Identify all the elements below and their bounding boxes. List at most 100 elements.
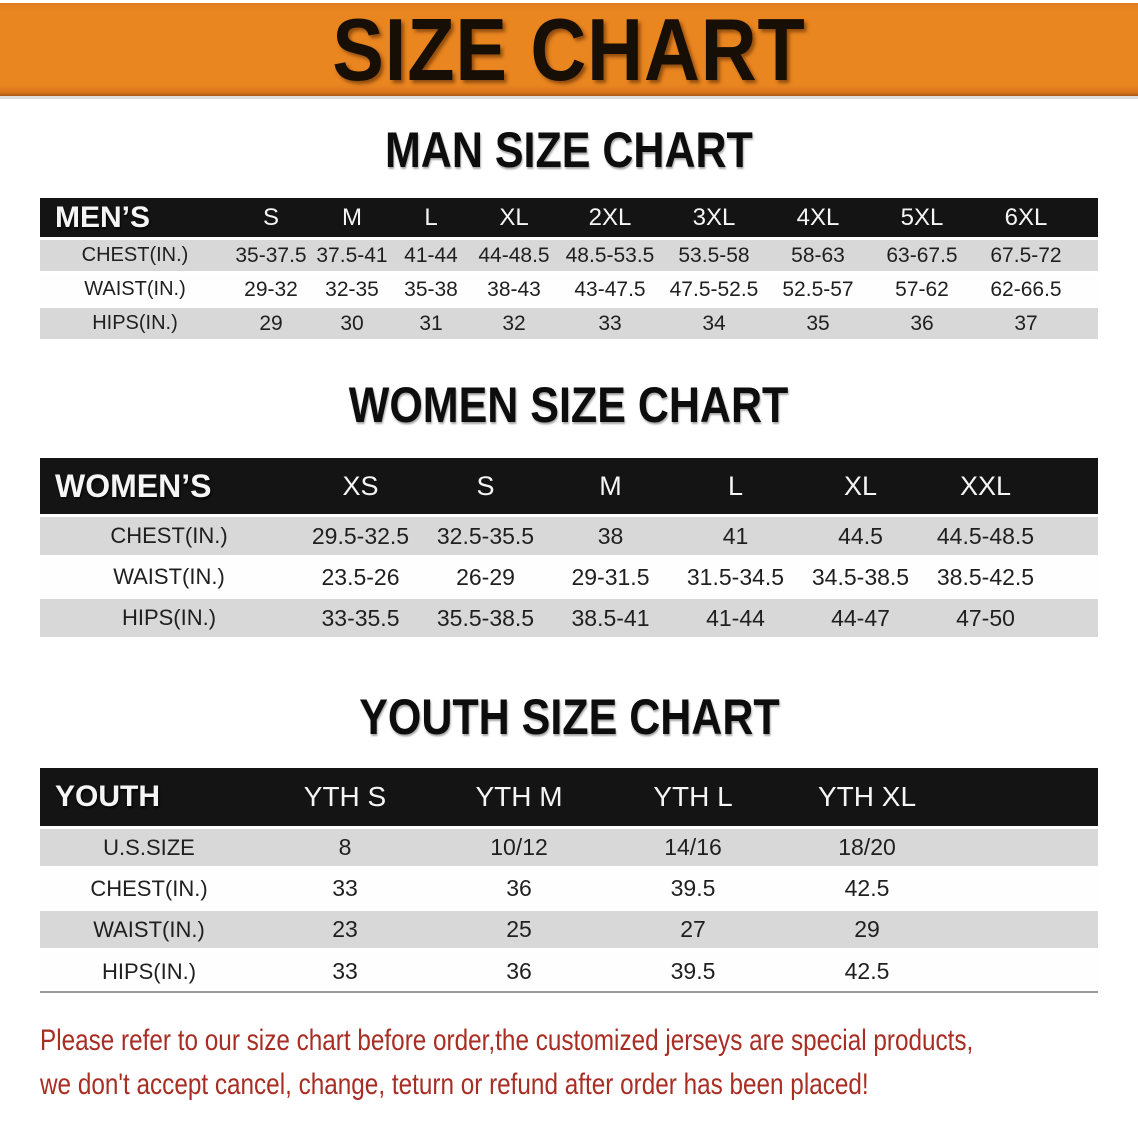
mens-size-header: M <box>312 198 392 240</box>
womens-size-header: XXL <box>923 458 1048 517</box>
womens-size-table: WOMEN’S XS S M L XL XXL CHEST(IN.) 29.5-… <box>40 458 1098 640</box>
table-cell: 18/20 <box>780 829 954 870</box>
table-cell: 39.5 <box>606 870 780 911</box>
womens-waist-row: WAIST(IN.) 23.5-26 26-29 29-31.5 31.5-34… <box>40 558 1098 599</box>
table-cell: 33 <box>558 308 662 342</box>
table-cell: 29-32 <box>230 274 312 308</box>
row-label: U.S.SIZE <box>40 829 258 870</box>
mens-header-spacer <box>1078 198 1098 240</box>
youth-size-table: YOUTH YTH S YTH M YTH L YTH XL U.S.SIZE … <box>40 768 1098 993</box>
mens-size-header: XL <box>470 198 558 240</box>
table-cell-spacer <box>1048 599 1098 640</box>
row-label: HIPS(IN.) <box>40 952 258 993</box>
disclaimer-line-2: we don't accept cancel, change, teturn o… <box>40 1068 869 1101</box>
disclaimer-line-1: Please refer to our size chart before or… <box>40 1024 974 1057</box>
table-cell: 33-35.5 <box>298 599 423 640</box>
table-cell: 42.5 <box>780 870 954 911</box>
womens-chest-row: CHEST(IN.) 29.5-32.5 32.5-35.5 38 41 44.… <box>40 517 1098 558</box>
mens-size-header: L <box>392 198 470 240</box>
row-label: CHEST(IN.) <box>40 870 258 911</box>
youth-header-row: YOUTH YTH S YTH M YTH L YTH XL <box>40 768 1098 829</box>
womens-size-header: L <box>673 458 798 517</box>
mens-group-label: MEN’S <box>40 198 230 240</box>
table-cell-spacer <box>954 952 1098 993</box>
row-label: WAIST(IN.) <box>40 558 298 599</box>
table-cell: 36 <box>432 952 606 993</box>
table-cell: 52.5-57 <box>766 274 870 308</box>
table-cell: 47-50 <box>923 599 1048 640</box>
table-cell: 31 <box>392 308 470 342</box>
womens-size-header: XS <box>298 458 423 517</box>
table-cell: 38 <box>548 517 673 558</box>
man-section-heading: MAN SIZE CHART <box>0 125 1138 175</box>
womens-size-header: S <box>423 458 548 517</box>
womens-group-label: WOMEN’S <box>40 458 298 517</box>
table-cell-spacer <box>954 870 1098 911</box>
row-label: WAIST(IN.) <box>40 274 230 308</box>
table-cell: 29.5-32.5 <box>298 517 423 558</box>
table-cell-spacer <box>954 829 1098 870</box>
table-cell: 37 <box>974 308 1078 342</box>
womens-header-row: WOMEN’S XS S M L XL XXL <box>40 458 1098 517</box>
youth-ussize-row: U.S.SIZE 8 10/12 14/16 18/20 <box>40 829 1098 870</box>
table-cell: 57-62 <box>870 274 974 308</box>
youth-header-spacer <box>954 768 1098 829</box>
table-cell: 41-44 <box>392 240 470 274</box>
size-chart-banner: SIZE CHART <box>0 3 1138 96</box>
row-label: WAIST(IN.) <box>40 911 258 952</box>
table-cell: 47.5-52.5 <box>662 274 766 308</box>
table-cell: 26-29 <box>423 558 548 599</box>
row-label: HIPS(IN.) <box>40 599 298 640</box>
table-cell: 43-47.5 <box>558 274 662 308</box>
table-cell: 58-63 <box>766 240 870 274</box>
mens-size-table: MEN’S S M L XL 2XL 3XL 4XL 5XL 6XL CHEST… <box>40 198 1098 342</box>
table-cell-spacer <box>1078 308 1098 342</box>
youth-chest-row: CHEST(IN.) 33 36 39.5 42.5 <box>40 870 1098 911</box>
table-cell: 48.5-53.5 <box>558 240 662 274</box>
youth-section-heading-text: YOUTH SIZE CHART <box>358 689 780 745</box>
table-cell: 38.5-41 <box>548 599 673 640</box>
table-cell-spacer <box>1078 274 1098 308</box>
table-cell: 44.5-48.5 <box>923 517 1048 558</box>
mens-size-header: 4XL <box>766 198 870 240</box>
mens-waist-row: WAIST(IN.) 29-32 32-35 35-38 38-43 43-47… <box>40 274 1098 308</box>
table-cell: 35.5-38.5 <box>423 599 548 640</box>
mens-size-header: 2XL <box>558 198 662 240</box>
table-cell: 27 <box>606 911 780 952</box>
womens-size-header: XL <box>798 458 923 517</box>
table-cell-spacer <box>1078 240 1098 274</box>
table-cell: 62-66.5 <box>974 274 1078 308</box>
table-cell: 35 <box>766 308 870 342</box>
table-cell: 38.5-42.5 <box>923 558 1048 599</box>
mens-size-header: S <box>230 198 312 240</box>
table-cell: 23 <box>258 911 432 952</box>
table-cell: 29 <box>230 308 312 342</box>
mens-header-row: MEN’S S M L XL 2XL 3XL 4XL 5XL 6XL <box>40 198 1098 240</box>
table-cell: 36 <box>870 308 974 342</box>
mens-size-header: 3XL <box>662 198 766 240</box>
womens-hips-row: HIPS(IN.) 33-35.5 35.5-38.5 38.5-41 41-4… <box>40 599 1098 640</box>
youth-size-header: YTH L <box>606 768 780 829</box>
table-cell: 32.5-35.5 <box>423 517 548 558</box>
table-cell: 35-37.5 <box>230 240 312 274</box>
row-label: CHEST(IN.) <box>40 240 230 274</box>
youth-group-label: YOUTH <box>40 768 258 829</box>
table-cell: 34.5-38.5 <box>798 558 923 599</box>
youth-size-header: YTH S <box>258 768 432 829</box>
table-cell: 8 <box>258 829 432 870</box>
table-cell: 35-38 <box>392 274 470 308</box>
mens-hips-row: HIPS(IN.) 29 30 31 32 33 34 35 36 37 <box>40 308 1098 342</box>
banner-title: SIZE CHART <box>332 0 806 99</box>
youth-size-header: YTH M <box>432 768 606 829</box>
table-cell: 41-44 <box>673 599 798 640</box>
table-cell: 44-48.5 <box>470 240 558 274</box>
table-cell-spacer <box>1048 517 1098 558</box>
table-cell: 53.5-58 <box>662 240 766 274</box>
table-cell: 32-35 <box>312 274 392 308</box>
table-cell-spacer <box>954 911 1098 952</box>
table-cell: 42.5 <box>780 952 954 993</box>
table-cell: 34 <box>662 308 766 342</box>
row-label: HIPS(IN.) <box>40 308 230 342</box>
mens-chest-row: CHEST(IN.) 35-37.5 37.5-41 41-44 44-48.5… <box>40 240 1098 274</box>
table-cell: 67.5-72 <box>974 240 1078 274</box>
